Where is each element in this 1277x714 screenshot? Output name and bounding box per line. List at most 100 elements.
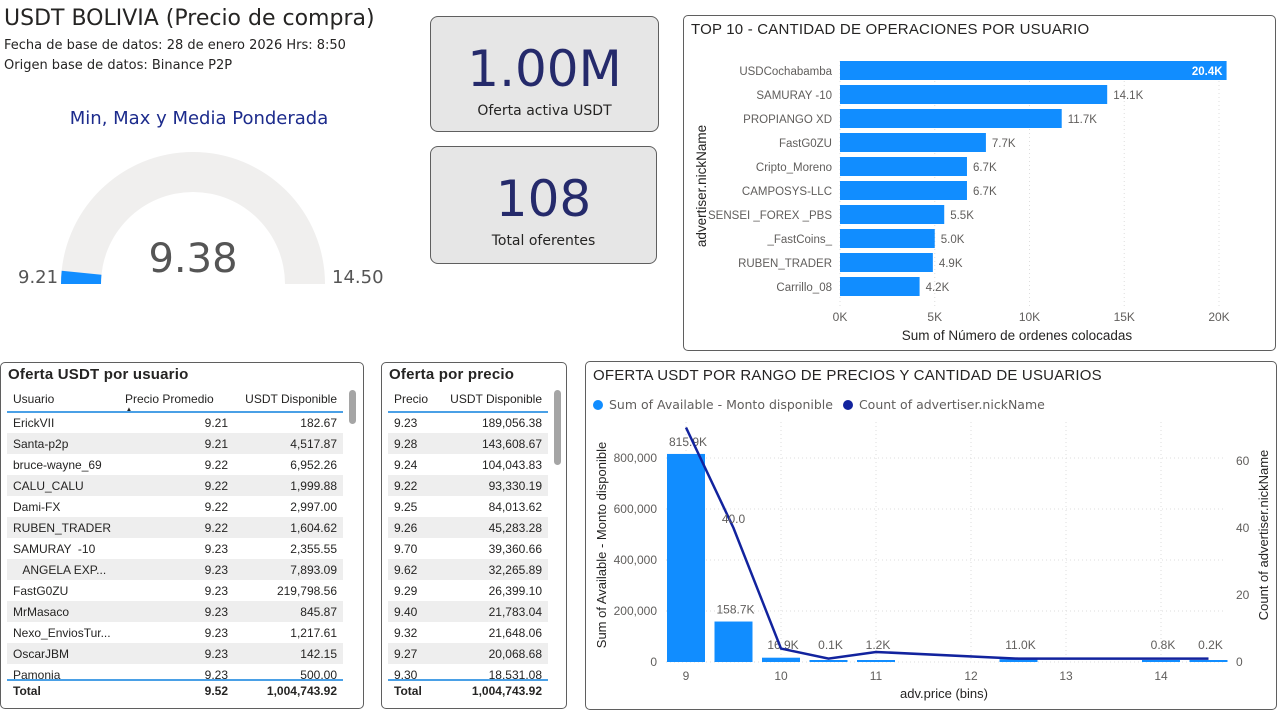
table-cell: 9.23: [123, 601, 234, 622]
bar[interactable]: [840, 157, 967, 176]
table-cell: 1,604.62: [234, 517, 343, 538]
bar[interactable]: [840, 85, 1108, 104]
table-row[interactable]: 9.28 143,608.67: [388, 433, 548, 454]
table-row[interactable]: 9.26 45,283.28: [388, 517, 548, 538]
bar[interactable]: [857, 660, 895, 662]
table-cell: FastG0ZU: [13, 583, 69, 598]
table-row[interactable]: 9.30 18,531.08: [388, 664, 548, 685]
table-row[interactable]: 9.25 84,013.62: [388, 496, 548, 517]
table-row[interactable]: RUBEN_TRADER 9.22 1,604.62: [7, 517, 343, 538]
bar[interactable]: [840, 181, 967, 200]
bar[interactable]: [840, 277, 920, 296]
col-usuario[interactable]: Usuario: [13, 391, 55, 406]
col-usdt-disponible[interactable]: USDT Disponible: [450, 391, 542, 406]
user-table-total: Total 9.52 1,004,743.92: [7, 679, 343, 701]
table-cell: 6,952.26: [290, 457, 337, 472]
table-row[interactable]: Santa-p2p 9.21 4,517.87: [7, 433, 343, 454]
bar[interactable]: [999, 659, 1038, 662]
y-tick: Cripto_Moreno: [756, 162, 832, 174]
table-cell: 9.22: [123, 475, 234, 496]
table-cell: CALU_CALU: [7, 475, 123, 496]
table-cell: 9.23: [204, 625, 228, 640]
x-tick: 14: [1154, 669, 1168, 683]
table-row[interactable]: MrMasaco 9.23 845.87: [7, 601, 343, 622]
count-line[interactable]: [684, 426, 1209, 660]
table-row[interactable]: Dami-FX 9.22 2,997.00: [7, 496, 343, 517]
bar[interactable]: [840, 109, 1062, 128]
table-cell: 9.24: [394, 457, 418, 472]
table-row[interactable]: 9.29 26,399.10: [388, 580, 548, 601]
bar[interactable]: [840, 133, 986, 152]
table-row[interactable]: 9.32 21,648.06: [388, 622, 548, 643]
table-row[interactable]: ErickVII 9.21 182.67: [7, 412, 343, 433]
price-table-total: Total 1,004,743.92: [388, 679, 548, 701]
table-cell: OscarJBM: [7, 643, 123, 664]
gauge-chart: [61, 152, 325, 284]
bar[interactable]: [1142, 660, 1180, 662]
table-cell: 1,217.61: [290, 625, 337, 640]
table-row[interactable]: ANGELA EXP... 9.23 7,893.09: [7, 559, 343, 580]
table-cell: 1,999.88: [234, 475, 343, 496]
bar[interactable]: [840, 253, 933, 272]
line-data-label: 40.0: [722, 512, 746, 526]
table-row[interactable]: 9.22 93,330.19: [388, 475, 548, 496]
bar[interactable]: [762, 657, 800, 662]
bar[interactable]: [809, 660, 848, 662]
combo-title: OFERTA USDT POR RANGO DE PRECIOS Y CANTI…: [593, 367, 1102, 384]
table-cell: 9.23: [204, 541, 228, 556]
price-table-title: Oferta por precio: [389, 366, 515, 383]
table-cell: 9.23: [204, 667, 228, 682]
table-row[interactable]: 9.40 21,783.04: [388, 601, 548, 622]
top10-panel: TOP 10 - CANTIDAD DE OPERACIONES POR USU…: [683, 15, 1276, 351]
table-cell: 20,068.68: [438, 643, 548, 664]
table-cell: 9.22: [204, 499, 228, 514]
table-cell: 500.00: [300, 667, 337, 682]
table-cell: 18,531.08: [488, 667, 542, 682]
data-label: 0.2K: [1198, 638, 1223, 652]
scrollbar[interactable]: [554, 390, 561, 465]
bar[interactable]: [714, 621, 753, 662]
bar[interactable]: [840, 205, 945, 224]
bar[interactable]: [667, 453, 705, 662]
table-cell: 9.27: [388, 643, 438, 664]
table-row[interactable]: OscarJBM 9.23 142.15: [7, 643, 343, 664]
data-label: 6.7K: [973, 162, 997, 174]
table-cell: 45,283.28: [438, 517, 548, 538]
table-row[interactable]: FastG0ZU 9.23 219,798.56: [7, 580, 343, 601]
y-tick: SENSEI _FOREX _PBS: [708, 210, 832, 222]
bar[interactable]: [840, 61, 1227, 80]
table-cell: MrMasaco: [7, 601, 123, 622]
table-cell: ErickVII: [13, 416, 55, 430]
table-row[interactable]: 9.23 189,056.38: [388, 412, 548, 433]
table-cell: 32,265.89: [438, 559, 548, 580]
y-tick: 400,000: [614, 553, 658, 567]
legend-bar-label: Sum of Available - Monto disponible: [609, 397, 833, 412]
table-row[interactable]: 9.62 32,265.89: [388, 559, 548, 580]
kpi-label: Oferta activa USDT: [477, 103, 612, 119]
table-row[interactable]: Pamonia 9.23 500.00: [7, 664, 343, 685]
table-cell: 9.30: [394, 667, 418, 682]
data-label: 7.7K: [992, 138, 1016, 150]
col-precio[interactable]: Precio: [394, 391, 429, 406]
table-cell: 142.15: [234, 643, 343, 664]
table-row[interactable]: 9.24 104,043.83: [388, 454, 548, 475]
kpi-total-offerers: 108 Total oferentes: [430, 146, 657, 264]
col-precio-promedio[interactable]: Precio Promedio ▲: [123, 386, 234, 413]
bar[interactable]: [840, 229, 935, 248]
bar[interactable]: [1189, 660, 1228, 662]
database-date: Fecha de base de datos: 28 de enero 2026…: [4, 38, 346, 53]
table-row[interactable]: 9.70 39,360.66: [388, 538, 548, 559]
col-usdt-disponible[interactable]: USDT Disponible: [245, 391, 337, 406]
table-cell: 21,783.04: [438, 601, 548, 622]
table-row[interactable]: 9.27 20,068.68: [388, 643, 548, 664]
kpi-value: 1.00M: [467, 40, 622, 98]
table-row[interactable]: Nexo_EnviosTur... 9.23 1,217.61: [7, 622, 343, 643]
data-label: 0.1K: [818, 638, 843, 652]
table-row[interactable]: SAMURAY -10 9.23 2,355.55: [7, 538, 343, 559]
table-row[interactable]: CALU_CALU 9.22 1,999.88: [7, 475, 343, 496]
table-cell: 9.26: [388, 517, 438, 538]
table-row[interactable]: bruce-wayne_69 9.22 6,952.26: [7, 454, 343, 475]
table-cell: 84,013.62: [488, 499, 542, 514]
table-cell: SAMURAY -10: [13, 541, 96, 556]
scrollbar[interactable]: [349, 390, 356, 424]
